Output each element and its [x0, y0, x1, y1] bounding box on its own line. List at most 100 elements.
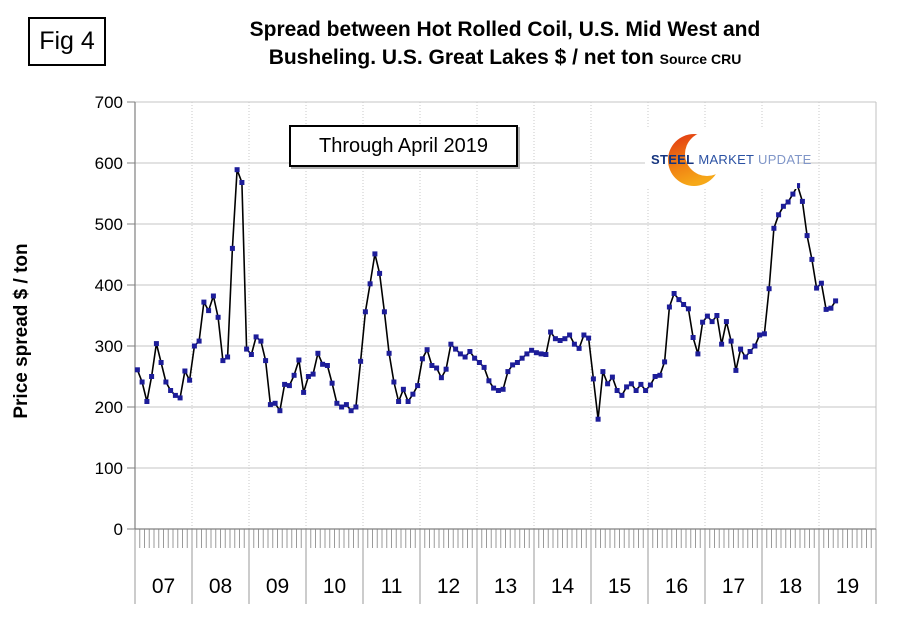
data-point — [529, 347, 535, 353]
y-tick-label: 100 — [95, 459, 123, 478]
data-point — [733, 367, 739, 373]
data-point — [510, 362, 516, 368]
data-point — [210, 293, 216, 299]
crescent-icon — [668, 132, 725, 186]
x-year-label: 19 — [836, 575, 859, 598]
data-point — [448, 341, 454, 347]
data-point — [590, 376, 596, 382]
data-point — [538, 351, 544, 357]
x-year-label: 07 — [152, 575, 175, 598]
data-point — [818, 280, 824, 286]
logo-text: STEEL MARKET UPDATE — [651, 152, 812, 167]
chart-title: Spread between Hot Rolled Coil, U.S. Mid… — [120, 16, 890, 73]
data-point — [315, 350, 321, 356]
data-point — [282, 381, 288, 387]
data-point — [700, 319, 706, 325]
data-point — [628, 381, 634, 387]
data-point — [400, 386, 406, 392]
data-point — [381, 309, 387, 315]
data-point — [196, 338, 202, 344]
data-point — [158, 360, 164, 365]
data-point — [709, 319, 715, 325]
annotation-text: Through April 2019 — [318, 134, 488, 157]
data-point — [443, 366, 449, 372]
logo-word-steel: STEEL — [651, 152, 695, 167]
data-point — [605, 381, 611, 387]
data-point — [481, 364, 487, 370]
data-point — [657, 372, 663, 378]
data-point — [624, 384, 630, 390]
source-note: Source CRU — [659, 51, 742, 67]
data-point — [182, 368, 188, 374]
data-point — [576, 345, 582, 351]
data-point — [429, 363, 435, 368]
data-point — [339, 404, 345, 410]
data-point — [742, 354, 748, 360]
data-point — [272, 400, 278, 406]
data-point — [643, 388, 649, 393]
data-point — [543, 352, 549, 357]
data-point — [467, 349, 473, 354]
data-point — [362, 309, 368, 315]
data-point — [524, 351, 530, 357]
data-point — [149, 374, 155, 379]
data-point — [780, 203, 786, 209]
data-point — [229, 245, 235, 251]
y-tick-label: 300 — [95, 337, 123, 356]
x-year-label: 08 — [209, 575, 232, 598]
data-point — [424, 347, 430, 353]
y-tick-label: 600 — [95, 154, 123, 173]
x-year-label: 12 — [437, 575, 460, 598]
data-point — [324, 363, 330, 368]
x-year-label: 16 — [665, 575, 688, 598]
data-point — [681, 302, 687, 307]
data-point — [571, 341, 577, 347]
data-point — [358, 358, 364, 364]
data-point — [633, 388, 639, 393]
figure-label: Fig 4 — [39, 27, 95, 55]
data-point — [609, 374, 615, 380]
data-point — [396, 399, 402, 404]
data-point — [353, 404, 359, 410]
data-point — [296, 357, 302, 363]
data-point — [405, 399, 411, 404]
data-point — [567, 332, 573, 338]
data-point — [761, 331, 767, 337]
logo-word-market: MARKET — [698, 152, 755, 167]
data-point — [714, 313, 720, 318]
x-year-label: 10 — [323, 575, 346, 598]
data-point — [519, 355, 525, 361]
data-point — [799, 198, 805, 204]
data-point — [253, 334, 259, 340]
data-point — [595, 416, 601, 422]
data-point — [139, 379, 145, 385]
data-point — [305, 374, 311, 379]
data-point — [652, 374, 658, 379]
data-point — [367, 281, 373, 287]
data-point — [320, 361, 326, 367]
steel-market-update-logo: STEEL MARKET UPDATE — [645, 129, 811, 189]
data-point — [505, 369, 511, 375]
chart-title-line1: Spread between Hot Rolled Coil, U.S. Mid… — [249, 18, 761, 41]
data-point — [766, 286, 772, 292]
data-point — [372, 251, 378, 257]
data-point — [723, 319, 729, 325]
y-tick-label: 700 — [95, 93, 123, 112]
data-point — [438, 375, 444, 381]
data-point — [809, 256, 815, 262]
data-point — [419, 356, 425, 362]
data-point — [738, 346, 744, 352]
data-point — [514, 360, 520, 365]
x-year-label: 11 — [381, 575, 403, 598]
logo-word-update: UPDATE — [758, 152, 812, 167]
data-point — [415, 383, 421, 389]
data-point — [619, 392, 625, 398]
data-point — [548, 329, 554, 335]
y-tick-label: 500 — [95, 215, 123, 234]
data-point — [823, 306, 829, 312]
data-point — [557, 338, 563, 343]
annotation-box: Through April 2019 — [289, 125, 518, 167]
y-tick-label: 400 — [95, 276, 123, 295]
data-point — [267, 402, 273, 408]
data-point — [476, 360, 482, 365]
